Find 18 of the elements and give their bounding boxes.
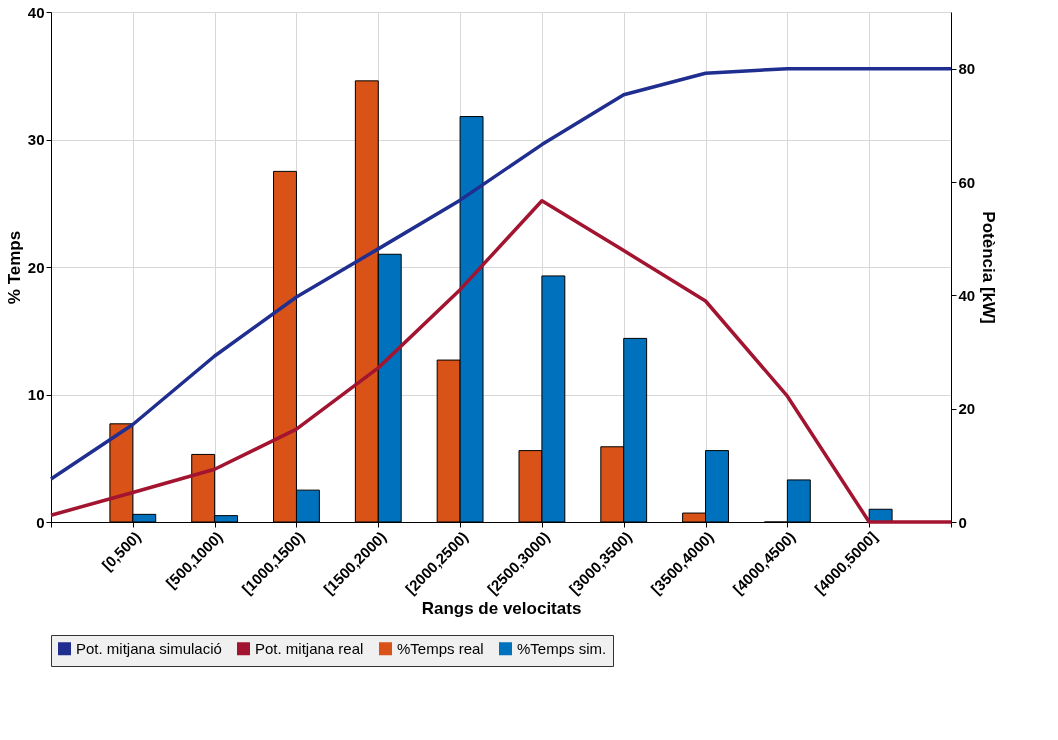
y2-tick-label: 20 xyxy=(958,400,976,418)
y2-tick-label: 40 xyxy=(958,286,976,304)
legend-label: %Temps sim. xyxy=(517,639,607,657)
x-axis-title: Rangs de velocitats xyxy=(421,599,582,619)
y-tick-label: 10 xyxy=(27,386,45,403)
y-tick-label: 0 xyxy=(36,513,45,531)
y2-axis-title: Potència [kW] xyxy=(979,211,999,324)
y-axis-title: % Temps xyxy=(4,230,24,305)
y-tick-label: 20 xyxy=(27,258,45,276)
line-series xyxy=(49,66,953,481)
y2-tick-label: 60 xyxy=(958,173,976,191)
y2-tick-label: 80 xyxy=(958,60,976,78)
y-tick-label: 30 xyxy=(27,131,45,148)
legend-label: Pot. mitjana simulació xyxy=(76,639,222,657)
legend-label: %Temps real xyxy=(397,639,484,657)
y-tick-label: 40 xyxy=(27,3,45,21)
y2-tick-label: 0 xyxy=(958,513,967,531)
legend-label: Pot. mitjana real xyxy=(255,639,364,657)
